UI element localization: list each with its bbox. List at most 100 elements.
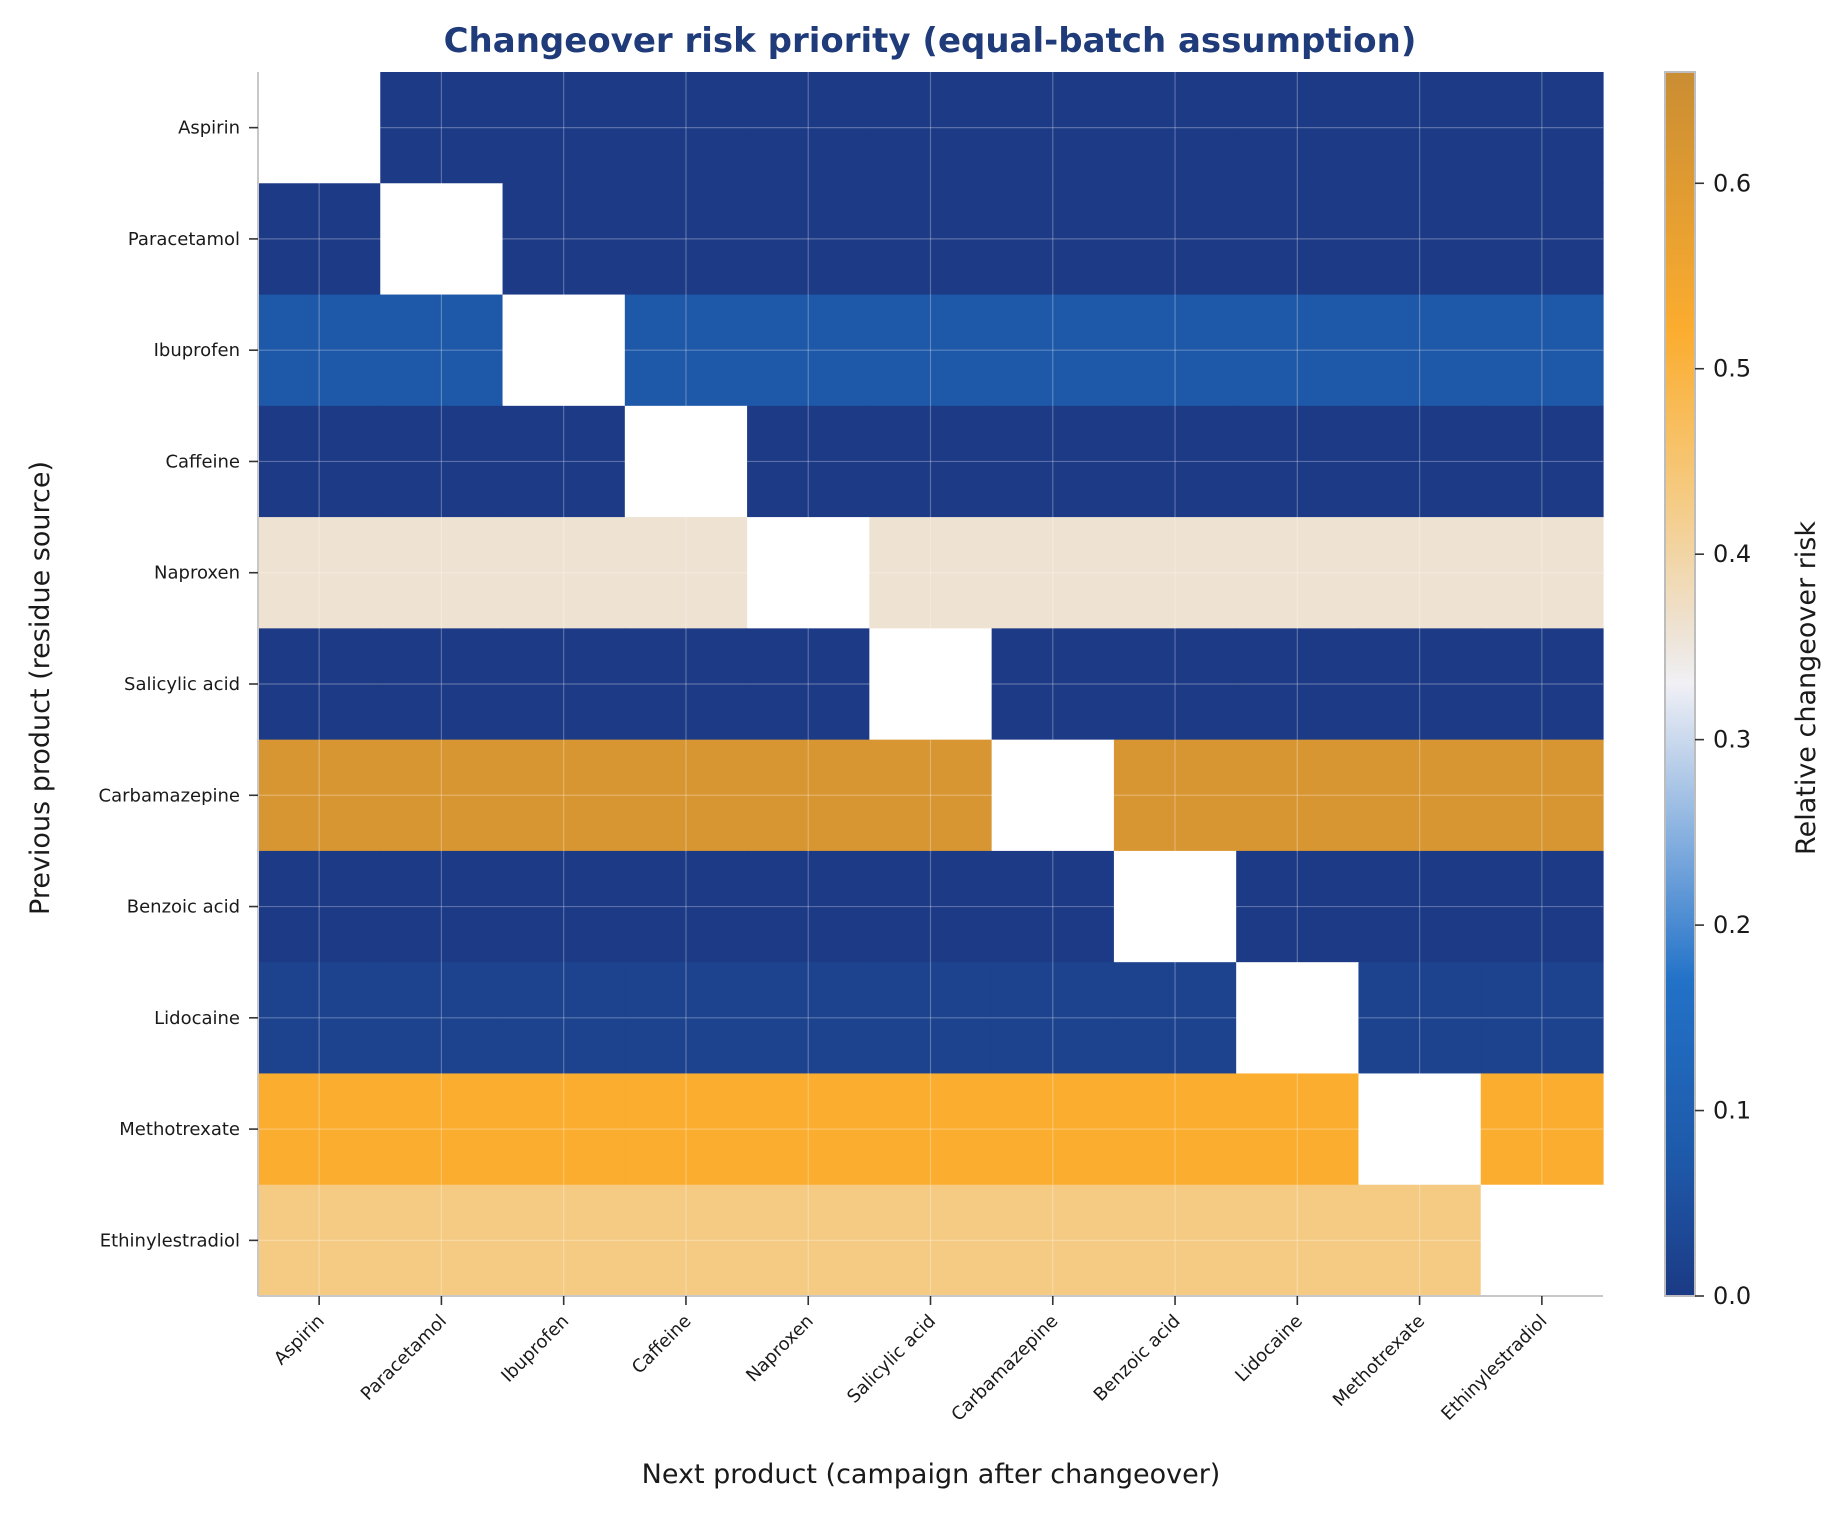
heatmap-cell-benzoic-acid-to-methotrexate	[1358, 850, 1482, 963]
heatmap-cell-methotrexate-to-ibuprofen	[502, 1073, 626, 1186]
y-tick-label-benzoic-acid: Benzoic acid	[127, 897, 240, 918]
heatmap-cell-caffeine-to-benzoic-acid	[1113, 405, 1237, 518]
heatmap-cell-paracetamol-to-benzoic-acid	[1113, 183, 1237, 296]
y-tick-label-carbamazepine: Carbamazepine	[99, 785, 240, 806]
y-tick-label-lidocaine: Lidocaine	[154, 1008, 240, 1029]
heatmap-cell-lidocaine-to-salicylic-acid	[869, 962, 993, 1075]
x-tick-labels: Aspirin Paracetamol Ibuprofen Caffeine Napro…	[270, 1296, 1551, 1426]
heatmap-cell-paracetamol-to-methotrexate	[1358, 183, 1482, 296]
heatmap-cell-ibuprofen-to-naproxen	[747, 294, 870, 407]
heatmap-cell-ibuprofen-to-salicylic-acid	[869, 294, 993, 407]
heatmap-cell-ethinylestradiol-to-paracetamol	[380, 1184, 504, 1297]
heatmap-cell-naproxen-to-lidocaine	[1236, 517, 1360, 629]
x-tick-label-carbamazepine: Carbamazepine	[947, 1311, 1062, 1426]
heatmap-cell-benzoic-acid-to-paracetamol	[380, 850, 504, 963]
colorbar-tick-label: 0.6	[1713, 169, 1751, 197]
heatmap-grid	[258, 72, 1603, 1296]
x-tick-label-naproxen: Naproxen	[742, 1311, 818, 1387]
heatmap-cell-aspirin-to-paracetamol	[380, 72, 504, 184]
y-tick-labels: Aspirin Paracetamol Ibuprofen Caffeine Napro…	[99, 118, 258, 1251]
heatmap-cell-paracetamol-to-paracetamol	[380, 183, 504, 296]
heatmap-cell-lidocaine-to-caffeine	[624, 962, 748, 1075]
heatmap-cell-carbamazepine-to-carbamazepine	[991, 739, 1115, 852]
heatmap-cell-methotrexate-to-methotrexate	[1358, 1073, 1482, 1186]
heatmap-cell-benzoic-acid-to-naproxen	[747, 850, 870, 963]
heatmap-cell-lidocaine-to-carbamazepine	[991, 962, 1115, 1075]
heatmap-cell-aspirin-to-ibuprofen	[502, 72, 626, 184]
colorbar-tick-label: 0.4	[1713, 540, 1751, 568]
heatmap-cell-aspirin-to-salicylic-acid	[869, 72, 993, 184]
heatmap-cell-carbamazepine-to-paracetamol	[380, 739, 504, 852]
heatmap-cell-ibuprofen-to-methotrexate	[1358, 294, 1482, 407]
x-tick-label-caffeine: Caffeine	[628, 1311, 696, 1379]
heatmap-cell-carbamazepine-to-caffeine	[624, 739, 748, 852]
heatmap-cell-ethinylestradiol-to-lidocaine	[1236, 1184, 1360, 1297]
x-tick-label-ibuprofen: Ibuprofen	[497, 1311, 573, 1387]
x-tick-label-ethinylestradiol: Ethinylestradiol	[1437, 1311, 1551, 1425]
colorbar-tick-label: 0.5	[1713, 355, 1751, 383]
heatmap-cell-naproxen-to-aspirin	[258, 517, 381, 629]
x-axis-label: Next product (campaign after changeover)	[642, 1459, 1221, 1490]
heatmap-cell-caffeine-to-naproxen	[747, 405, 870, 518]
x-tick-label-paracetamol: Paracetamol	[357, 1311, 451, 1405]
heatmap-cell-lidocaine-to-aspirin	[258, 962, 381, 1075]
heatmap-cell-carbamazepine-to-naproxen	[747, 739, 870, 852]
colorbar-tick-label: 0.2	[1713, 911, 1751, 939]
heatmap-cell-aspirin-to-methotrexate	[1358, 72, 1482, 184]
heatmap-cell-naproxen-to-caffeine	[624, 517, 748, 629]
heatmap-cell-ibuprofen-to-aspirin	[258, 294, 381, 407]
heatmap-cell-caffeine-to-salicylic-acid	[869, 405, 993, 518]
heatmap-cell-aspirin-to-ethinylestradiol	[1480, 72, 1604, 184]
heatmap-cell-methotrexate-to-aspirin	[258, 1073, 381, 1186]
colorbar: 0.0 0.1 0.2 0.3 0.4 0.5 0.6 Relative changeove…	[1664, 71, 1822, 1310]
heatmap-cell-lidocaine-to-benzoic-acid	[1113, 962, 1237, 1075]
x-tick-label-salicylic-acid: Salicylic acid	[843, 1311, 940, 1408]
heatmap-cell-lidocaine-to-naproxen	[747, 962, 870, 1075]
heatmap-cell-benzoic-acid-to-aspirin	[258, 850, 381, 963]
heatmap-cell-aspirin-to-aspirin	[258, 72, 381, 184]
heatmap-cell-benzoic-acid-to-ethinylestradiol	[1480, 850, 1604, 963]
heatmap-cell-salicylic-acid-to-ethinylestradiol	[1480, 628, 1604, 741]
heatmap-cell-caffeine-to-carbamazepine	[991, 405, 1115, 518]
heatmap-cell-aspirin-to-naproxen	[747, 72, 870, 184]
heatmap-cell-aspirin-to-caffeine	[624, 72, 748, 184]
heatmap-cell-caffeine-to-aspirin	[258, 405, 381, 518]
y-tick-label-caffeine: Caffeine	[165, 451, 240, 472]
heatmap-cell-salicylic-acid-to-ibuprofen	[502, 628, 626, 741]
heatmap-cell-ethinylestradiol-to-carbamazepine	[991, 1184, 1115, 1297]
heatmap-cell-ibuprofen-to-benzoic-acid	[1113, 294, 1237, 407]
heatmap-cell-caffeine-to-caffeine	[624, 405, 748, 518]
y-tick-label-ibuprofen: Ibuprofen	[154, 340, 240, 361]
heatmap-cell-methotrexate-to-naproxen	[747, 1073, 870, 1186]
heatmap-cell-naproxen-to-ibuprofen	[502, 517, 626, 629]
heatmap-cell-salicylic-acid-to-caffeine	[624, 628, 748, 741]
heatmap-cell-carbamazepine-to-benzoic-acid	[1113, 739, 1237, 852]
heatmap-cell-caffeine-to-ethinylestradiol	[1480, 405, 1604, 518]
x-tick-label-benzoic-acid: Benzoic acid	[1090, 1311, 1185, 1406]
colorbar-gradient	[1664, 71, 1696, 1297]
heatmap-cell-paracetamol-to-ibuprofen	[502, 183, 626, 296]
heatmap-cell-salicylic-acid-to-aspirin	[258, 628, 381, 741]
y-tick-label-naproxen: Naproxen	[154, 563, 240, 584]
y-axis-label: Previous product (residue source)	[25, 461, 56, 915]
heatmap-cell-benzoic-acid-to-carbamazepine	[991, 850, 1115, 963]
heatmap-cell-salicylic-acid-to-benzoic-acid	[1113, 628, 1237, 741]
heatmap-cell-methotrexate-to-paracetamol	[380, 1073, 504, 1186]
heatmap-cell-carbamazepine-to-ibuprofen	[502, 739, 626, 852]
heatmap-cell-paracetamol-to-carbamazepine	[991, 183, 1115, 296]
heatmap-cell-aspirin-to-benzoic-acid	[1113, 72, 1237, 184]
heatmap-cell-carbamazepine-to-aspirin	[258, 739, 381, 852]
heatmap-cell-naproxen-to-salicylic-acid	[869, 517, 993, 629]
heatmap-cell-lidocaine-to-lidocaine	[1236, 962, 1360, 1075]
y-tick-label-paracetamol: Paracetamol	[128, 229, 240, 250]
heatmap-cell-salicylic-acid-to-naproxen	[747, 628, 870, 741]
heatmap-cell-methotrexate-to-lidocaine	[1236, 1073, 1360, 1186]
heatmap-cell-ethinylestradiol-to-aspirin	[258, 1184, 381, 1297]
y-tick-label-salicylic-acid: Salicylic acid	[124, 674, 240, 695]
heatmap-cell-caffeine-to-methotrexate	[1358, 405, 1482, 518]
heatmap-cell-carbamazepine-to-methotrexate	[1358, 739, 1482, 852]
chart-title: Changeover risk priority (equal-batch as…	[444, 21, 1417, 61]
heatmap-cell-naproxen-to-ethinylestradiol	[1480, 517, 1604, 629]
heatmap-cell-benzoic-acid-to-lidocaine	[1236, 850, 1360, 963]
